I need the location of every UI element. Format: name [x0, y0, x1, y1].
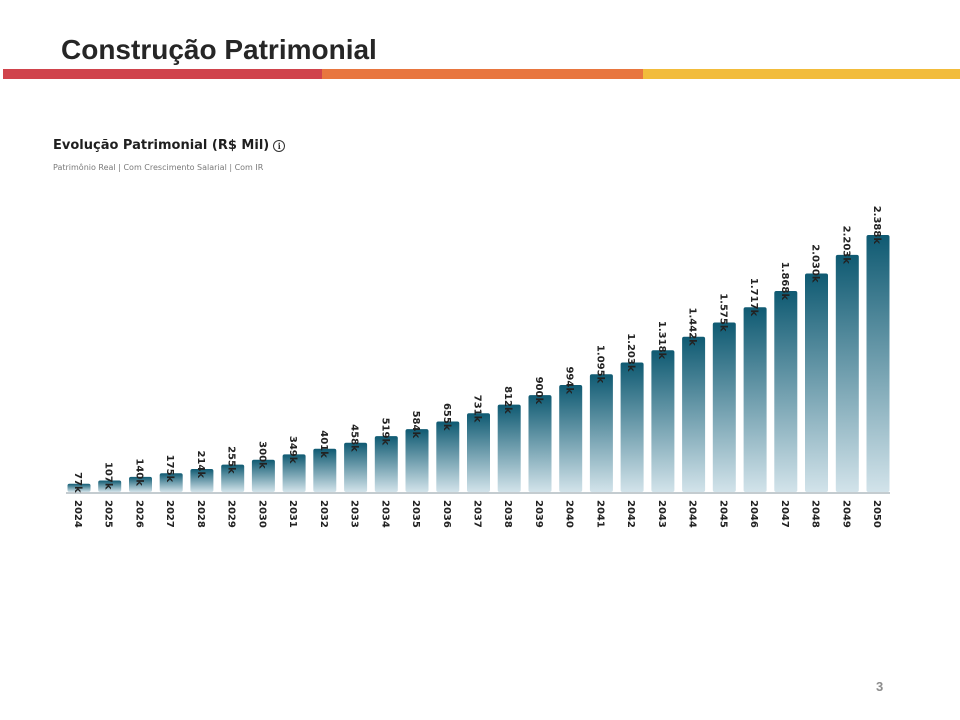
- bar-2026: [129, 476, 152, 492]
- x-tick-label: 2050: [871, 500, 882, 528]
- value-label: 1.868k: [779, 262, 790, 301]
- value-label: 900k: [533, 377, 544, 405]
- value-labels: 77k 107k 140k 175k 214k 255k 300k 349k 401k 458k 5…: [72, 206, 882, 493]
- x-tick-label: 2049: [840, 500, 851, 528]
- value-label: 1.095k: [594, 345, 605, 384]
- value-label: 1.717k: [748, 278, 759, 317]
- value-label: 994k: [564, 366, 575, 394]
- bar-2047: [774, 291, 798, 492]
- value-label: 300k: [256, 441, 267, 469]
- value-label: 401k: [318, 430, 329, 458]
- value-label: 731k: [472, 395, 483, 423]
- x-tick-label: 2046: [748, 500, 759, 528]
- x-tick-label: 2026: [134, 500, 145, 528]
- page-number: 3: [876, 679, 884, 694]
- value-label: 1.575k: [717, 293, 728, 332]
- bar-2034: [374, 436, 398, 492]
- bar-2040: [559, 385, 583, 492]
- value-label: 812k: [502, 386, 513, 414]
- bar-2027: [159, 473, 183, 492]
- bar-2035: [405, 429, 429, 492]
- value-label: 1.203k: [625, 333, 636, 372]
- x-tick-label: 2047: [779, 500, 790, 528]
- slide-title: Construção Patrimonial: [61, 34, 377, 65]
- value-label: 140k: [134, 458, 145, 486]
- bar-2045: [712, 322, 736, 492]
- bar-2030: [251, 459, 275, 492]
- value-label: 1.318k: [656, 321, 667, 360]
- chart-title-row: Evolução Patrimonial (R$ Mil) i: [53, 138, 286, 153]
- x-tick-label: 2028: [195, 500, 206, 528]
- x-tick-label: 2035: [410, 500, 421, 528]
- x-tick-label: 2043: [656, 500, 667, 528]
- x-tick-label: 2029: [226, 500, 237, 528]
- value-label: 349k: [287, 436, 298, 464]
- value-label: 519k: [379, 418, 390, 446]
- x-tick-label: 2044: [687, 500, 698, 528]
- accent-segment-red: [3, 69, 322, 79]
- bar-2039: [528, 395, 552, 492]
- bar-2050: [866, 235, 890, 492]
- x-tick-label: 2036: [441, 500, 452, 528]
- bar-2032: [313, 448, 337, 492]
- bar-2024: [67, 483, 91, 492]
- value-label: 255k: [226, 446, 237, 474]
- bar-2025: [98, 480, 122, 492]
- value-label: 2.388k: [871, 206, 882, 245]
- value-label: 655k: [441, 403, 452, 431]
- x-tick-label: 2032: [318, 500, 329, 528]
- bar-2036: [436, 421, 460, 492]
- x-tick-label: 2042: [625, 500, 636, 528]
- x-tick-label: 2030: [256, 500, 267, 528]
- x-tick-label: 2024: [72, 500, 83, 528]
- bar-2038: [497, 404, 521, 492]
- bar-2043: [651, 350, 675, 492]
- x-tick-labels: 2024 2025 2026 2027 2028 2029 2030 2031 2032 2033…: [72, 500, 882, 528]
- value-label: 107k: [103, 462, 114, 490]
- accent-segment-yellow: [643, 69, 960, 79]
- bar-2048: [805, 273, 828, 492]
- bar-2037: [467, 413, 490, 492]
- x-tick-label: 2040: [564, 500, 575, 528]
- bar-2041: [589, 374, 613, 492]
- value-label: 214k: [195, 450, 206, 478]
- value-label: 458k: [349, 424, 360, 452]
- bar-2029: [221, 464, 245, 492]
- x-tick-label: 2048: [810, 500, 821, 528]
- x-tick-label: 2038: [502, 500, 513, 528]
- bar-2033: [344, 442, 368, 492]
- x-tick-label: 2031: [287, 500, 298, 528]
- chart-title: Evolução Patrimonial (R$ Mil): [53, 138, 270, 153]
- x-tick-label: 2033: [349, 500, 360, 528]
- info-icon[interactable]: i: [273, 139, 286, 152]
- value-label: 2.203k: [840, 226, 851, 265]
- x-tick-label: 2039: [533, 500, 544, 528]
- value-label: 584k: [410, 411, 421, 439]
- value-label: 2.030k: [810, 244, 821, 283]
- bar-2028: [190, 469, 214, 492]
- accent-segment-orange: [322, 69, 643, 79]
- x-tick-label: 2034: [379, 500, 390, 528]
- value-label: 77k: [72, 472, 83, 493]
- bar-2031: [282, 454, 306, 492]
- bar-2049: [835, 254, 859, 492]
- value-label: 1.442k: [687, 308, 698, 347]
- bars-group: [67, 235, 890, 492]
- bar-2042: [620, 362, 644, 492]
- x-tick-label: 2045: [717, 500, 728, 528]
- chart-subtitle: Patrimônio Real | Com Crescimento Salari…: [53, 163, 264, 172]
- x-tick-label: 2037: [472, 500, 483, 528]
- accent-bar: [3, 69, 960, 79]
- bar-2044: [682, 336, 706, 492]
- x-tick-label: 2025: [103, 500, 114, 528]
- x-tick-label: 2027: [164, 500, 175, 528]
- x-tick-label: 2041: [594, 500, 605, 528]
- bar-2046: [743, 307, 767, 492]
- value-label: 175k: [164, 455, 175, 483]
